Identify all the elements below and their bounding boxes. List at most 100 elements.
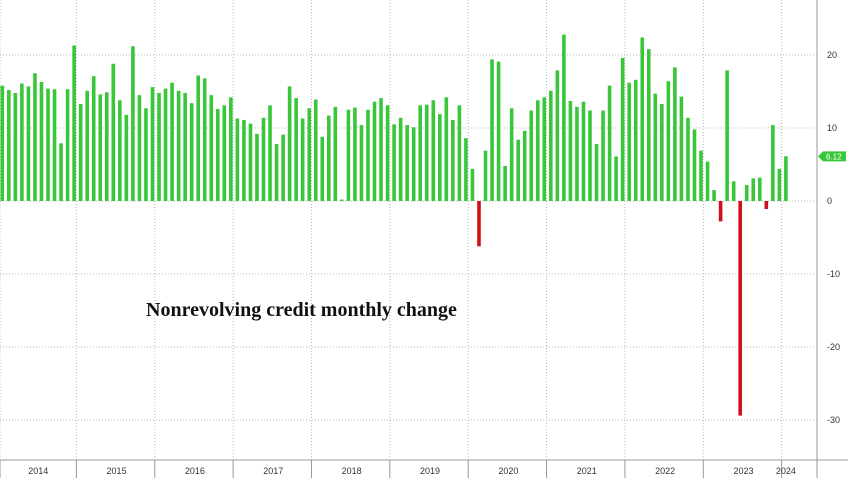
bar — [39, 82, 44, 201]
bar — [307, 108, 312, 201]
bar — [72, 45, 76, 202]
y-tick-label: -30 — [827, 415, 840, 425]
bar — [202, 78, 207, 201]
bar — [268, 105, 272, 201]
y-tick-label: 0 — [827, 196, 832, 206]
last-value-label: 6.12 — [826, 152, 842, 161]
bar — [65, 89, 70, 201]
bar — [85, 90, 89, 201]
chart-annotation: Nonrevolving credit monthly change — [146, 299, 457, 321]
bar — [673, 67, 677, 201]
bar — [496, 61, 501, 201]
x-year-label: 2021 — [577, 466, 597, 476]
bar — [620, 57, 625, 201]
bar — [281, 134, 285, 201]
bar — [418, 105, 423, 201]
bars-layer — [0, 34, 788, 416]
bar — [431, 100, 436, 201]
bar — [705, 161, 710, 201]
bar — [300, 118, 305, 201]
bar — [444, 97, 449, 201]
bar — [712, 190, 716, 201]
x-year-label: 2023 — [733, 466, 753, 476]
bar — [575, 106, 579, 201]
bar — [13, 92, 18, 201]
bar — [549, 90, 553, 201]
bar — [131, 46, 135, 201]
bar — [385, 105, 390, 201]
bar — [660, 103, 664, 201]
bar — [52, 89, 57, 201]
bar — [477, 201, 481, 247]
bar — [183, 92, 187, 201]
bar — [33, 73, 37, 201]
y-tick-label: 20 — [827, 50, 837, 60]
bar — [150, 87, 155, 201]
bar — [137, 95, 142, 201]
bar — [196, 75, 200, 201]
bar — [686, 117, 690, 201]
x-axis: 2014 2015 2016 2017 2018 2019 2020 2021 2022 2023… — [0, 459, 848, 478]
bar — [777, 168, 782, 201]
y-axis: 20 10 0 -10 -20 -30 — [816, 0, 840, 478]
bar — [59, 143, 63, 201]
bar — [111, 63, 116, 202]
x-year-label: 2017 — [263, 466, 283, 476]
bar — [784, 156, 788, 201]
bar — [340, 199, 344, 201]
bar — [157, 92, 161, 201]
bar — [646, 49, 651, 201]
bar — [372, 101, 377, 201]
bar — [666, 81, 671, 201]
bar — [725, 70, 729, 201]
last-value-marker — [818, 151, 846, 162]
bar — [261, 117, 266, 201]
x-year-label: 2024 — [776, 466, 796, 476]
bar — [731, 181, 736, 201]
bar — [771, 125, 775, 201]
bar — [255, 133, 259, 201]
bar — [189, 103, 194, 201]
bar — [607, 85, 612, 201]
bar — [411, 127, 416, 201]
x-year-label: 2022 — [655, 466, 675, 476]
bar — [379, 98, 383, 201]
bar — [757, 177, 762, 201]
bar — [0, 85, 5, 201]
bar — [751, 178, 756, 201]
bar — [562, 34, 566, 202]
bar — [229, 97, 233, 201]
bar — [144, 108, 148, 201]
bar — [235, 118, 240, 201]
bar — [242, 119, 246, 201]
y-tick-label: 10 — [827, 123, 837, 133]
x-year-label: 2015 — [107, 466, 127, 476]
bar — [509, 108, 514, 201]
y-tick-label: -10 — [827, 269, 840, 279]
bar — [287, 86, 292, 201]
bar — [438, 114, 442, 201]
bar — [46, 88, 50, 201]
bar — [313, 99, 318, 201]
bar — [398, 117, 403, 201]
bar — [98, 94, 103, 201]
bar — [529, 110, 534, 201]
bar — [516, 139, 520, 201]
bar — [457, 105, 462, 201]
bar — [366, 109, 370, 201]
bar — [679, 96, 684, 201]
bar — [451, 119, 455, 201]
bar — [640, 37, 645, 202]
bar — [490, 59, 494, 201]
bar — [353, 107, 357, 201]
bar — [20, 83, 24, 201]
x-year-label: 2019 — [420, 466, 440, 476]
bar — [222, 105, 227, 201]
bar — [581, 101, 586, 201]
bar — [320, 136, 325, 201]
bar — [294, 98, 298, 201]
bar — [170, 82, 174, 201]
bar — [215, 109, 220, 201]
bar — [424, 104, 429, 201]
